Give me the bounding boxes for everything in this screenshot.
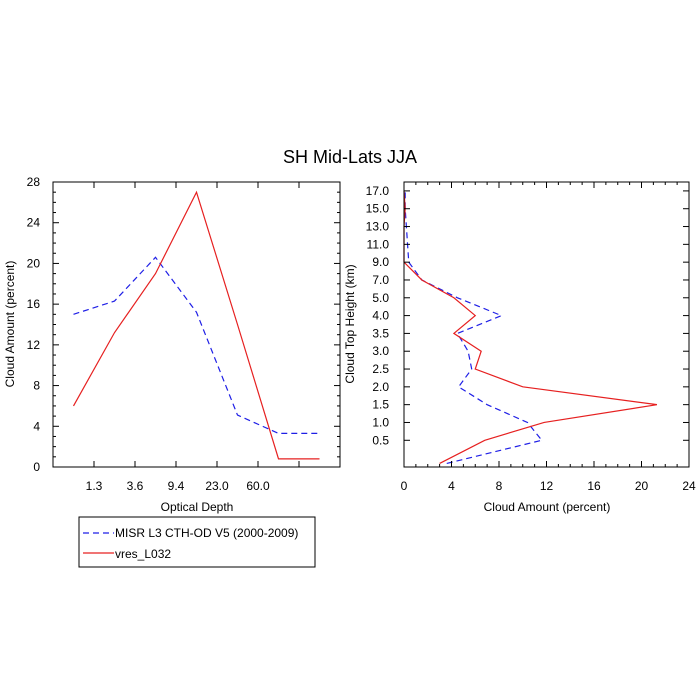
x-tick-label: 23.0 <box>205 479 229 493</box>
y-tick-label: 16 <box>27 297 41 311</box>
x-tick-label: 60.0 <box>246 479 270 493</box>
y-tick-label: 4 <box>33 419 40 433</box>
right-series-lines <box>403 190 658 465</box>
legend-label-misr: MISR L3 CTH-OD V5 (2000-2009) <box>115 526 298 540</box>
cloud-top-height-panel: 0 4 8 12 16 20 24 0.5 1.0 1.5 2.0 2.5 3.0 3.5 4.0 5.0 7.… <box>343 181 696 514</box>
y-tick-label: 13.0 <box>366 220 390 234</box>
y-tick-label: 9.0 <box>372 255 389 269</box>
right-axes: 0 4 8 12 16 20 24 0.5 1.0 1.5 2.0 2.5 3.0 3.5 4.0 5.0 7.… <box>366 181 696 493</box>
y-tick-label: 12 <box>27 338 41 352</box>
y-tick-label: 1.0 <box>372 415 389 429</box>
x-tick-label: 9.4 <box>168 479 185 493</box>
left-plot-frame <box>52 181 341 468</box>
x-tick-label: 3.6 <box>127 479 144 493</box>
x-tick-label: 4 <box>448 479 455 493</box>
x-tick-label: 12 <box>540 479 554 493</box>
y-tick-label: 15.0 <box>366 202 390 216</box>
y-tick-label: 2.5 <box>372 362 389 376</box>
series-line-misr <box>404 190 543 465</box>
y-tick-label: 0 <box>33 460 40 474</box>
left-axes: 0 4 8 12 16 20 24 28 1.3 3.6 9.4 23.0 60.0 <box>27 175 341 493</box>
series-line-model <box>403 190 658 464</box>
legend: MISR L3 CTH-OD V5 (2000-2009) vres_L032 <box>78 516 316 568</box>
y-tick-label: 0.5 <box>372 433 389 447</box>
x-tick-label: 24 <box>682 479 696 493</box>
legend-box <box>78 516 316 568</box>
left-series-lines <box>72 190 320 460</box>
x-tick-label: 16 <box>587 479 601 493</box>
y-tick-label: 2.0 <box>372 380 389 394</box>
x-tick-label: 20 <box>635 479 649 493</box>
y-tick-label: 20 <box>27 256 41 270</box>
y-tick-label: 28 <box>27 175 41 189</box>
x-tick-label: 1.3 <box>86 479 103 493</box>
series-line-model <box>72 190 320 460</box>
y-tick-label: 5.0 <box>372 291 389 305</box>
y-tick-label: 7.0 <box>372 273 389 287</box>
y-tick-label: 1.5 <box>372 398 389 412</box>
y-tick-label: 11.0 <box>367 237 390 251</box>
x-tick-label: 0 <box>401 479 408 493</box>
figure-title: SH Mid-Lats JJA <box>283 147 417 167</box>
left-x-axis-label: Optical Depth <box>161 500 234 514</box>
y-tick-label: 24 <box>27 216 41 230</box>
y-tick-label: 8 <box>33 379 40 393</box>
left-y-axis-label: Cloud Amount (percent) <box>3 261 17 388</box>
right-y-axis-label: Cloud Top Height (km) <box>343 264 357 383</box>
x-tick-label: 8 <box>496 479 503 493</box>
series-line-misr <box>73 256 320 435</box>
right-plot-frame <box>403 181 690 468</box>
right-x-axis-label: Cloud Amount (percent) <box>484 500 611 514</box>
y-tick-label: 3.0 <box>372 344 389 358</box>
y-tick-label: 4.0 <box>372 309 389 323</box>
optical-depth-panel: 0 4 8 12 16 20 24 28 1.3 3.6 9.4 23.0 60.0 Optical D… <box>3 175 341 514</box>
legend-label-model: vres_L032 <box>115 547 171 561</box>
y-tick-label: 3.5 <box>372 326 389 340</box>
y-tick-label: 17.0 <box>366 184 390 198</box>
